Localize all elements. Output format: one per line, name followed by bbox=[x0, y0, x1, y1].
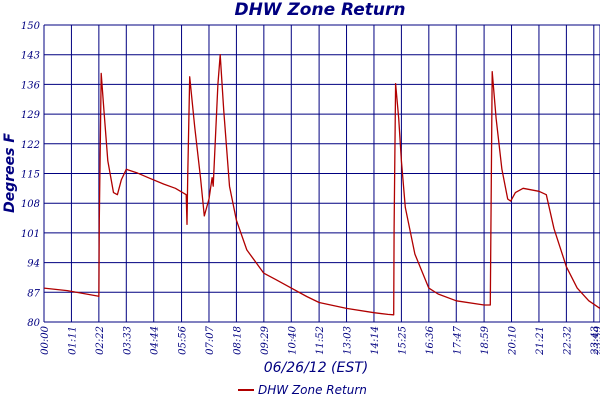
x-tick-label: 00:00 bbox=[40, 325, 51, 354]
y-tick-label: 136 bbox=[21, 80, 41, 91]
x-tick-label: 02:22 bbox=[95, 326, 106, 355]
x-axis-title: 06/26/12 (EST) bbox=[264, 360, 369, 376]
x-tick-label: 11:52 bbox=[315, 326, 326, 355]
x-tick-label: 09:29 bbox=[260, 325, 271, 354]
y-tick-label: 80 bbox=[27, 318, 40, 329]
x-tick-label: 10:40 bbox=[287, 325, 298, 354]
x-tick-label: 07:07 bbox=[205, 325, 216, 354]
y-tick-label: 150 bbox=[21, 21, 41, 32]
x-tick-label: 16:36 bbox=[425, 325, 436, 354]
x-tick-label: 21:21 bbox=[535, 326, 546, 356]
y-axis-title: Degrees F bbox=[2, 133, 18, 213]
x-tick-label: 01:11 bbox=[67, 326, 78, 355]
series-group bbox=[43, 54, 600, 316]
series-line bbox=[43, 54, 600, 316]
x-tick-label: 18:59 bbox=[480, 325, 491, 354]
y-tick-label: 87 bbox=[27, 288, 40, 299]
y-tick-label: 129 bbox=[21, 110, 41, 121]
legend-label: DHW Zone Return bbox=[258, 383, 367, 397]
y-tick-label: 143 bbox=[21, 51, 40, 62]
x-tick-label: 17:47 bbox=[452, 325, 463, 354]
x-tick-label: 15:25 bbox=[397, 326, 408, 355]
y-tick-label: 115 bbox=[21, 170, 40, 181]
y-tick-label: 122 bbox=[21, 140, 40, 151]
y-tick-label: 94 bbox=[27, 259, 40, 270]
chart-title: DHW Zone Return bbox=[234, 0, 405, 20]
y-tick-label: 101 bbox=[21, 229, 40, 240]
grid bbox=[43, 24, 600, 323]
x-tick-label: 03:33 bbox=[122, 326, 133, 355]
x-tick-label: 23:43 bbox=[590, 326, 600, 356]
y-tick-labels: 150 143 136 129 122 115 108 101 94 87 80 bbox=[21, 21, 41, 329]
x-tick-label: 20:10 bbox=[508, 325, 519, 355]
x-tick-label: 13:03 bbox=[343, 326, 354, 355]
x-tick-label: 22:32 bbox=[562, 326, 573, 356]
x-tick-label: 05:56 bbox=[178, 325, 189, 354]
x-tick-label: 14:14 bbox=[370, 326, 381, 355]
x-tick-label: 04:44 bbox=[150, 326, 161, 355]
x-tick-label: 23:59 bbox=[593, 325, 600, 355]
legend: DHW Zone Return bbox=[238, 383, 367, 397]
x-tick-label: 08:18 bbox=[232, 326, 243, 355]
x-tick-labels: 00:00 01:11 02:22 03:33 04:44 05:56 07:07 08:18… bbox=[40, 325, 600, 355]
y-tick-label: 108 bbox=[21, 199, 40, 210]
